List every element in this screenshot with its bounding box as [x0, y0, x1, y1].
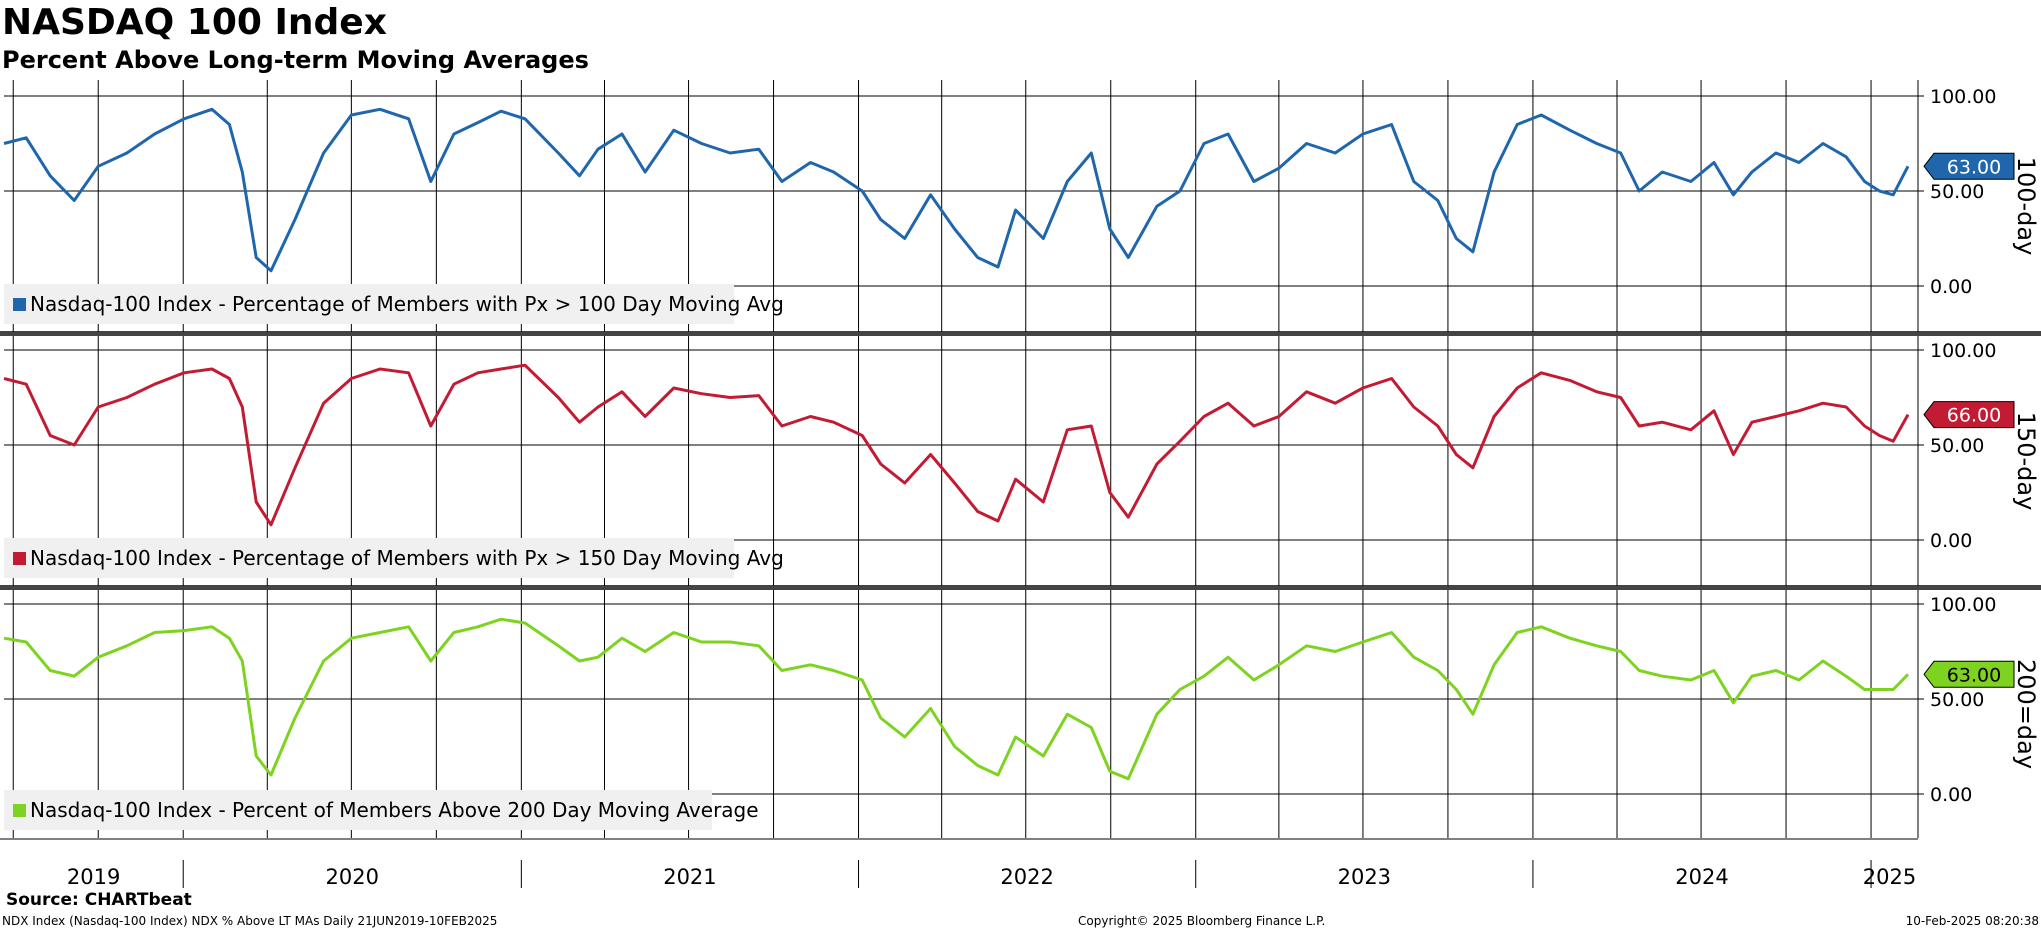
panel-150-day: 100.00 50.00 0.00 150-day 66.00 Nasdaq-100 In… [3, 336, 2040, 586]
panel-separator [0, 331, 2041, 336]
last-value-label: 66.00 [1947, 405, 2001, 427]
x-tick-label: 2019 [67, 865, 120, 889]
legend-swatch [13, 552, 26, 565]
panel-100-day: 100.00 50.00 0.00 100-day 63.00 Nasdaq-100 In… [3, 80, 2040, 332]
x-axis: 2019 2020 2021 2022 2023 2024 2025 [0, 838, 1918, 889]
x-tick-label: 2021 [663, 865, 716, 889]
y-tick-label: 50.00 [1930, 181, 1984, 203]
series-line [3, 107, 1910, 273]
legend-box [4, 284, 734, 324]
legend-label: Nasdaq-100 Index - Percentage of Members… [30, 292, 784, 316]
last-value-label: 63.00 [1947, 156, 2001, 178]
source-label: Source: CHARTbeat [6, 890, 192, 910]
legend-swatch [13, 804, 26, 817]
y-tick-label: 50.00 [1930, 435, 1984, 457]
legend-box [4, 538, 734, 578]
page-title: NASDAQ 100 Index [2, 2, 387, 43]
footer-description: NDX Index (Nasdaq-100 Index) NDX % Above… [2, 914, 498, 928]
legend-label: Nasdaq-100 Index - Percentage of Members… [30, 546, 784, 570]
last-value-tag [1923, 401, 2015, 429]
y-tick-label: 50.00 [1930, 689, 1984, 711]
x-tick-label: 2023 [1338, 865, 1391, 889]
y-tick-label: 0.00 [1930, 530, 1972, 552]
x-tick-label: 2024 [1675, 865, 1728, 889]
y-axis-label: 150-day [2012, 412, 2040, 511]
y-axis-label: 100-day [2012, 157, 2040, 256]
y-tick-label: 0.00 [1930, 784, 1972, 806]
y-tick-label: 100.00 [1930, 340, 1996, 362]
legend-swatch [13, 298, 26, 311]
last-value-tag [1923, 660, 2015, 688]
panel-separator [0, 585, 2041, 590]
last-value-tag [1923, 152, 2015, 180]
legend-label: Nasdaq-100 Index - Percent of Members Ab… [30, 798, 759, 822]
x-tick-label: 2022 [1000, 865, 1053, 889]
x-tick-label: 2025 [1863, 865, 1916, 889]
y-tick-label: 0.00 [1930, 276, 1972, 298]
y-tick-label: 100.00 [1930, 594, 1996, 616]
x-tick-label: 2020 [326, 865, 379, 889]
panel-200=day: 100.00 50.00 0.00 200=day 63.00 Nasdaq-100 In… [3, 590, 2040, 838]
y-axis-label: 200=day [2012, 659, 2040, 769]
y-tick-label: 100.00 [1930, 86, 1996, 108]
last-value-label: 63.00 [1947, 664, 2001, 686]
page-subtitle: Percent Above Long-term Moving Averages [2, 46, 589, 74]
footer-copyright: Copyright© 2025 Bloomberg Finance L.P. [1078, 914, 1326, 928]
legend-box [4, 790, 712, 830]
series-line [3, 363, 1910, 527]
series-line [3, 617, 1910, 781]
footer-timestamp: 10-Feb-2025 08:20:38 [1905, 914, 2039, 928]
